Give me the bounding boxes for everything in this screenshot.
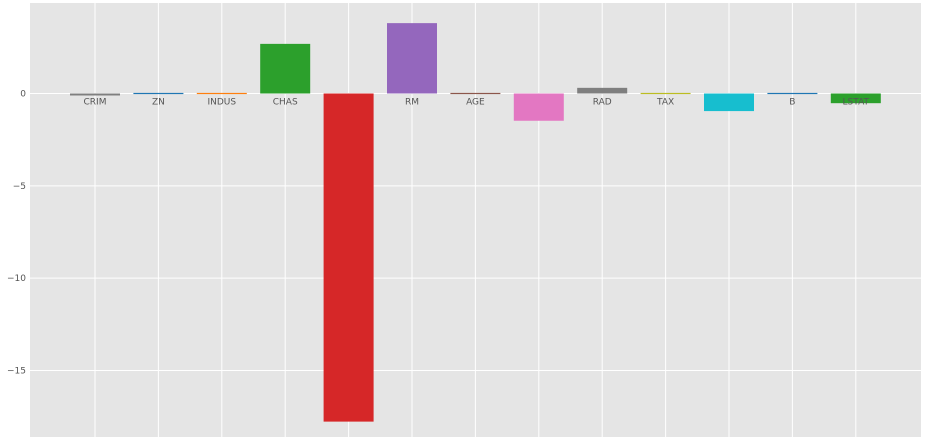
x-tick-label-chas: CHAS (273, 97, 298, 107)
y-tick-label: −10 (7, 274, 26, 284)
bars (70, 23, 881, 422)
y-tick-label: −5 (13, 182, 26, 192)
bar-age (450, 92, 501, 95)
bar-nox (323, 93, 374, 422)
bar-b (767, 92, 818, 95)
bar-rm (387, 23, 437, 94)
y-tick-labels: 0 −5 −10 −15 (7, 89, 26, 376)
x-tick-label-crim: CRIM (84, 97, 107, 107)
bar-crim (70, 93, 120, 96)
bar-lstat (830, 93, 881, 104)
x-tick-label-rad: RAD (593, 97, 612, 107)
bar-zn (133, 92, 184, 95)
x-tick-label-rm: RM (405, 97, 419, 107)
y-tick-label: −15 (7, 367, 26, 377)
x-tick-label-indus: INDUS (207, 97, 236, 107)
bar-indus (196, 92, 247, 95)
x-tick-label-zn: ZN (152, 97, 165, 107)
bar-rad (577, 87, 628, 94)
bar-dis (513, 93, 564, 121)
x-tick-label-b: B (789, 97, 795, 107)
x-tick-label-lstat: LSTAT (843, 97, 870, 107)
bar-ptratio (704, 93, 754, 112)
x-tick-labels: CRIM ZN INDUS CHAS RM AGE RAD TAX B LSTAT (84, 97, 870, 107)
x-tick-label-age: AGE (466, 97, 485, 107)
x-tick-label-tax: TAX (656, 97, 674, 107)
y-tick-label: 0 (20, 89, 26, 99)
bar-chas (260, 43, 311, 94)
bar-tax (640, 92, 691, 95)
